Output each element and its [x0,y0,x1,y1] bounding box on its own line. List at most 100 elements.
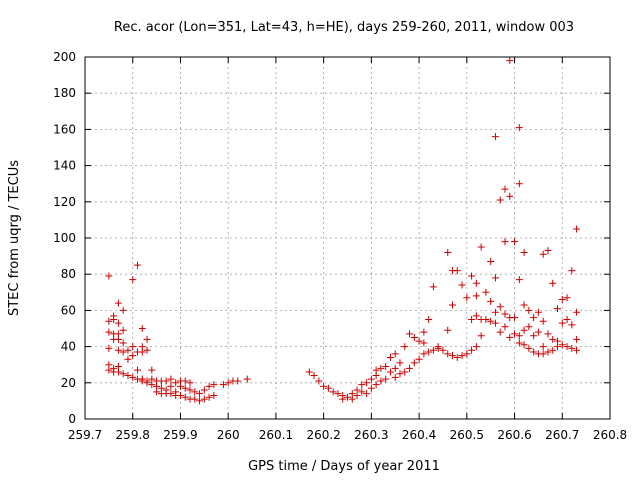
data-point [129,343,137,351]
data-point [487,258,495,266]
data-point [219,381,227,389]
data-point [339,395,347,403]
data-point [573,225,581,233]
data-point [463,294,471,302]
data-point [458,352,466,360]
data-points [105,57,581,405]
data-point [501,185,509,193]
data-point [124,372,132,380]
y-tick-label: 20 [61,376,76,390]
y-tick-label: 120 [53,195,76,209]
data-point [439,346,447,354]
data-point [501,310,509,318]
data-point [539,317,547,325]
data-point [539,350,547,358]
data-point [477,332,485,340]
data-point [487,297,495,305]
data-point [425,315,433,323]
data-point [372,366,380,374]
data-point [444,248,452,256]
data-point [114,346,122,354]
data-point [506,192,514,200]
y-tick-label: 60 [61,303,76,317]
data-point [496,196,504,204]
data-point [377,364,385,372]
data-point [143,379,151,387]
data-point [472,312,480,320]
data-point [138,348,146,356]
x-tick-label: 259.7 [68,428,102,442]
data-point [511,238,519,246]
data-point [315,377,323,385]
data-point [124,346,132,354]
data-point [391,373,399,381]
data-point [501,238,509,246]
data-point [487,317,495,325]
data-point [558,319,566,327]
data-point [114,319,122,327]
data-point [463,350,471,358]
data-point [515,124,523,132]
data-point [119,306,127,314]
data-point [119,326,127,334]
data-point [148,381,156,389]
data-point [186,386,194,394]
data-point [181,393,189,401]
x-tick-label: 260.5 [450,428,484,442]
data-point [482,288,490,296]
data-point [530,332,538,340]
data-point [530,348,538,356]
x-tick-label: 260.2 [306,428,340,442]
data-point [453,353,461,361]
data-point [200,395,208,403]
data-point [420,328,428,336]
data-point [205,393,213,401]
data-point [506,334,514,342]
data-point [224,379,232,387]
data-point [554,305,561,313]
data-point [143,346,151,354]
data-point [148,366,156,374]
data-point [143,335,151,343]
data-point [534,328,542,336]
data-point [515,339,523,347]
data-point [324,384,332,392]
y-tick-label: 100 [53,231,76,245]
x-tick-label: 259.8 [116,428,150,442]
data-point [138,325,146,332]
x-tick-label: 260.4 [402,428,436,442]
data-point [134,366,141,374]
data-point [520,248,528,256]
data-point [573,308,581,316]
data-point [105,366,113,374]
data-point [520,301,528,309]
data-point [472,343,480,351]
data-point [506,57,514,65]
data-point [530,314,538,322]
data-point [558,296,566,304]
y-tick-label: 160 [53,122,76,136]
y-tick-label: 140 [53,159,76,173]
data-point [114,368,122,376]
data-point [444,350,452,358]
data-point [401,368,409,376]
data-point [520,326,528,334]
data-point [210,391,218,399]
data-point [515,332,523,340]
data-point [205,382,213,390]
data-point [167,375,175,383]
data-point [477,243,485,251]
data-point [458,281,466,289]
data-point [410,334,418,342]
y-axis-label: STEC from uqrg / TECUs [7,160,22,316]
data-point [167,390,175,398]
data-point [391,350,399,358]
data-point [515,180,523,188]
data-point [386,368,394,376]
data-point [344,393,351,401]
data-point [491,308,499,316]
x-tick-label: 260.8 [593,428,627,442]
x-tick-label: 260 [217,428,240,442]
data-point [382,375,390,383]
grid-lines [85,57,610,419]
